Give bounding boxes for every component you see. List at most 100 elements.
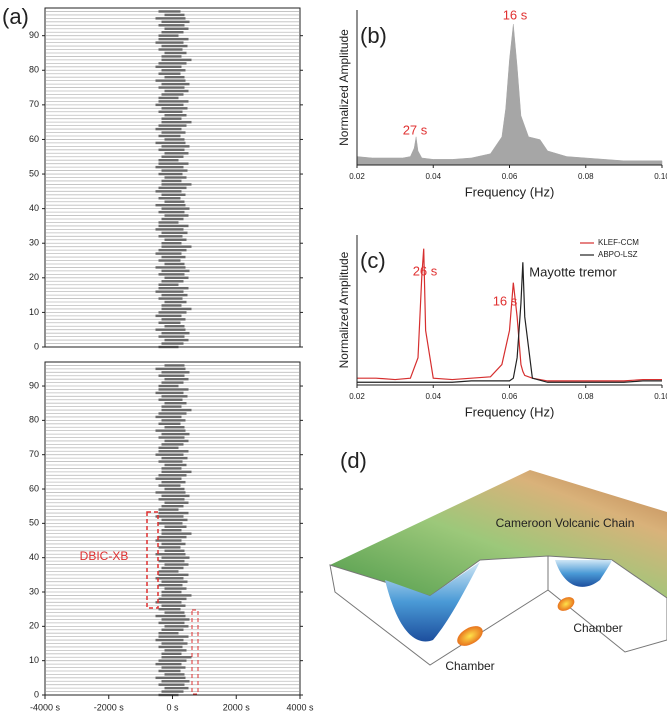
x-tick-label: 0.04 (425, 172, 441, 181)
trace-arrival (164, 364, 185, 367)
magma-chamber (557, 597, 575, 611)
trace-arrival (158, 110, 183, 113)
trace-arrival (161, 93, 184, 96)
y-tick-label: 70 (29, 99, 39, 109)
trace-arrival (158, 398, 183, 401)
trace-arrival (161, 269, 190, 273)
trace-arrival (161, 120, 192, 124)
trace-arrival (158, 450, 189, 453)
annotation: 16 s (493, 293, 518, 308)
trace-arrival (155, 515, 184, 518)
trace-arrival (158, 384, 179, 388)
trace-arrival (161, 183, 192, 186)
trace-arrival (158, 62, 187, 65)
trace-arrival (158, 96, 179, 100)
trace-arrival (161, 680, 190, 683)
trace-arrival (161, 131, 186, 134)
diagram-label: Chamber (445, 659, 494, 673)
trace-arrival (164, 439, 189, 443)
trace-arrival (158, 72, 181, 75)
x-tick-label: 0.02 (349, 392, 365, 401)
x-tick-label: -4000 s (30, 702, 61, 712)
trace-arrival (155, 391, 184, 395)
trace-arrival (155, 477, 182, 480)
trace-arrival (161, 432, 190, 436)
trace-arrival (164, 625, 189, 628)
trace-arrival (161, 145, 190, 148)
trace-arrival (164, 611, 185, 614)
trace-arrival (158, 374, 185, 377)
trace-arrival (161, 20, 190, 24)
trace-arrival (161, 542, 186, 546)
trace-arrival (155, 190, 182, 193)
x-tick-label: 0.06 (502, 172, 518, 181)
trace-arrival (158, 221, 179, 224)
trace-arrival (161, 480, 186, 484)
trace-arrival (161, 342, 184, 345)
trace-arrival (161, 69, 186, 72)
trace-arrival (158, 34, 179, 37)
trace-arrival (161, 628, 184, 631)
trace-arrival (158, 535, 187, 539)
panel-label: (b) (360, 23, 387, 48)
x-tick-label: 0.10 (654, 172, 667, 181)
trace-arrival (158, 158, 179, 162)
trace-arrival (158, 460, 183, 463)
trace-arrival (158, 24, 185, 27)
trace-arrival (158, 10, 181, 13)
trace-arrival (161, 556, 190, 559)
trace-arrival (161, 82, 190, 86)
trace-arrival (161, 307, 192, 311)
x-tick-label: 0.04 (425, 392, 441, 401)
trace-arrival (164, 487, 185, 491)
y-tick-label: 50 (29, 518, 39, 528)
trace-arrival (161, 419, 186, 422)
trace-arrival (158, 311, 187, 314)
legend-label: ABPO-LSZ (598, 250, 638, 259)
trace-arrival (155, 601, 182, 604)
trace-arrival (158, 522, 183, 525)
x-tick-label: 4000 s (286, 702, 314, 712)
trace-arrival (164, 152, 189, 155)
plot-frame (44, 7, 301, 348)
trace-arrival (158, 422, 181, 425)
trace-arrival (155, 415, 182, 419)
trace-arrival (158, 100, 189, 103)
trace-arrival (164, 75, 185, 79)
trace-arrival (161, 44, 188, 48)
trace-arrival (161, 207, 190, 210)
x-axis-label: Frequency (Hz) (465, 404, 555, 419)
trace-arrival (158, 474, 187, 477)
trace-arrival (158, 162, 189, 165)
trace-arrival (161, 590, 182, 594)
trace-arrival (155, 266, 186, 269)
trace-arrival (164, 686, 189, 690)
trace-arrival (161, 217, 184, 221)
trace-arrival (158, 248, 187, 252)
trace-arrival (164, 401, 187, 405)
trace-arrival (164, 338, 189, 342)
x-tick-label: 0 s (166, 702, 179, 712)
y-tick-label: 40 (29, 203, 39, 213)
water-body (555, 560, 612, 587)
trace-arrival (155, 539, 182, 542)
trace-arrival (164, 563, 189, 566)
trace-arrival (164, 114, 187, 117)
trace-arrival (161, 245, 192, 248)
y-tick-label: 10 (29, 655, 39, 665)
diagram-label: Chamber (573, 621, 622, 635)
spectrum-line (357, 262, 662, 383)
trace-arrival (158, 484, 181, 487)
trace-arrival (155, 228, 184, 231)
trace-arrival (158, 669, 181, 673)
trace-arrival (161, 642, 188, 645)
annotation-box (146, 511, 159, 609)
trace-arrival (158, 286, 189, 290)
trace-arrival (161, 467, 182, 470)
trace-arrival (158, 570, 179, 573)
x-tick-label: 0.06 (502, 392, 518, 401)
trace-arrival (158, 48, 183, 51)
trace-arrival (158, 224, 189, 228)
